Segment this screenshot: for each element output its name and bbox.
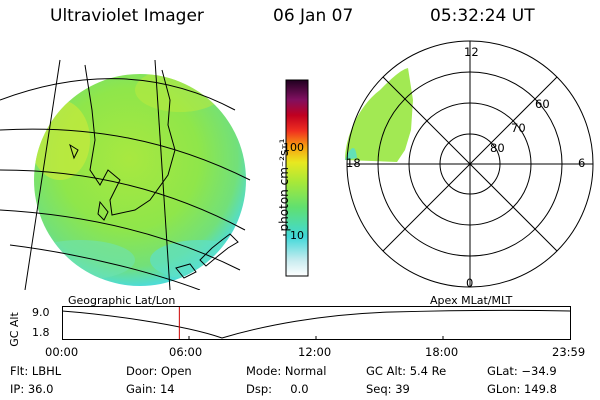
colorbar-tick-100: 100 bbox=[283, 141, 304, 154]
coastline bbox=[69, 64, 239, 279]
info-gc-alt: GC Alt: 5.4 Re bbox=[366, 364, 447, 378]
timeline-xtick-2: 12:00 bbox=[298, 345, 332, 359]
timeline-right-title: Apex MLat/MLT bbox=[430, 294, 513, 307]
polar-image-wedge bbox=[345, 68, 413, 162]
info-gain: Gain: 14 bbox=[126, 382, 175, 396]
timeline-xtick-3: 18:00 bbox=[425, 345, 459, 359]
polar-label-12: 12 bbox=[464, 45, 479, 59]
timeline-ytick-min: 1.8 bbox=[32, 326, 50, 339]
info-glat: GLat: −34.9 bbox=[487, 364, 557, 378]
polar-label-80: 80 bbox=[490, 141, 505, 155]
colorbar-gradient bbox=[285, 79, 309, 277]
polar-label-0: 0 bbox=[466, 276, 474, 290]
timeline-ylabel: GC Alt bbox=[7, 312, 21, 347]
latlon-grid bbox=[0, 59, 251, 290]
polar-label-18: 18 bbox=[346, 156, 361, 170]
header-date: 06 Jan 07 bbox=[273, 6, 354, 26]
polar-label-70: 70 bbox=[511, 121, 526, 135]
timeline-ytick-max: 9.0 bbox=[32, 306, 50, 319]
colorbar bbox=[283, 79, 309, 277]
colorbar-tick-10: 10 bbox=[290, 229, 304, 242]
timeline-xtick-1: 06:00 bbox=[169, 345, 203, 359]
timeline-xtick-4: 23:59 bbox=[552, 345, 586, 359]
timeline-plot bbox=[62, 306, 571, 340]
polar-label-60: 60 bbox=[535, 97, 550, 111]
info-seq: Seq: 39 bbox=[366, 382, 410, 396]
timeline-xtick-0: 00:00 bbox=[45, 345, 79, 359]
info-filter: Flt: LBHL bbox=[10, 364, 62, 378]
geographic-image bbox=[0, 59, 251, 290]
polar-rings bbox=[346, 40, 594, 288]
info-door: Door: Open bbox=[126, 364, 192, 378]
timeline-left-title: Geographic Lat/Lon bbox=[68, 294, 176, 307]
app-title: Ultraviolet Imager bbox=[50, 6, 204, 26]
colorbar-unit-label: photon cm⁻²s⁻¹ bbox=[277, 138, 291, 232]
info-ip: IP: 36.0 bbox=[10, 382, 54, 396]
info-mode: Mode: Normal bbox=[246, 364, 327, 378]
polar-label-6: 6 bbox=[578, 156, 586, 170]
altitude-curve bbox=[62, 309, 571, 339]
info-glon: GLon: 149.8 bbox=[487, 382, 557, 396]
header-time: 05:32:24 UT bbox=[430, 6, 535, 26]
info-dsp: Dsp: 0.0 bbox=[246, 382, 309, 396]
polar-plot bbox=[345, 40, 594, 288]
